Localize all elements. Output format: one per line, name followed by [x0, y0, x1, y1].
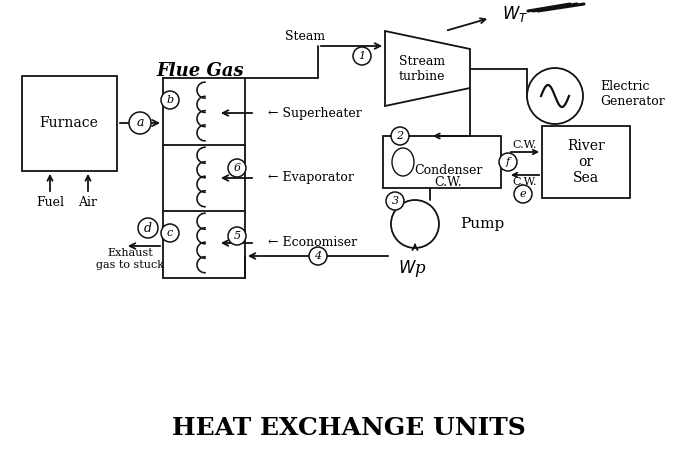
Circle shape [391, 200, 439, 248]
Text: Condenser: Condenser [414, 164, 482, 178]
Text: Steam: Steam [285, 29, 325, 42]
Text: a: a [136, 116, 144, 130]
Text: ← Evaporator: ← Evaporator [268, 171, 354, 185]
Text: 3: 3 [392, 196, 399, 206]
Text: C.W.: C.W. [513, 140, 537, 150]
Text: Exhaust
gas to stuck: Exhaust gas to stuck [96, 248, 164, 270]
Circle shape [386, 192, 404, 210]
Circle shape [161, 91, 179, 109]
Circle shape [499, 153, 517, 171]
Text: 1: 1 [359, 51, 366, 61]
Circle shape [527, 68, 583, 124]
Bar [542, 126, 630, 198]
Text: Furnace: Furnace [40, 116, 98, 130]
Bar [163, 78, 245, 278]
Polygon shape [385, 31, 470, 106]
Circle shape [129, 112, 151, 134]
Circle shape [138, 218, 158, 238]
Text: b: b [166, 95, 174, 105]
Text: Flue Gas: Flue Gas [156, 62, 244, 80]
Circle shape [228, 159, 246, 177]
Bar [22, 76, 117, 171]
Circle shape [309, 247, 327, 265]
Text: Fuel: Fuel [36, 197, 64, 210]
Text: $\mathit{W}$p: $\mathit{W}$p [398, 258, 426, 279]
Ellipse shape [392, 148, 414, 176]
Bar [383, 136, 501, 188]
Text: Electric
Generator: Electric Generator [600, 80, 664, 108]
Text: Stream
turbine: Stream turbine [399, 55, 445, 83]
Circle shape [514, 185, 532, 203]
Text: C.W.: C.W. [513, 177, 537, 187]
Circle shape [391, 127, 409, 145]
Text: 5: 5 [233, 231, 241, 241]
Text: 2: 2 [396, 131, 403, 141]
Circle shape [228, 227, 246, 245]
Text: 6: 6 [233, 163, 241, 173]
Text: e: e [520, 189, 526, 199]
Circle shape [353, 47, 371, 65]
Text: ← Superheater: ← Superheater [268, 107, 362, 119]
Text: Air: Air [78, 197, 98, 210]
Circle shape [161, 224, 179, 242]
Text: 4: 4 [314, 251, 322, 261]
Text: River
or
Sea: River or Sea [567, 139, 605, 185]
Text: c: c [167, 228, 173, 238]
Text: C.W.: C.W. [434, 177, 462, 190]
Text: ← Economiser: ← Economiser [268, 237, 357, 249]
Text: $\mathit{W}_T$: $\mathit{W}_T$ [502, 4, 528, 24]
Text: Pump: Pump [460, 217, 504, 231]
Text: d: d [144, 221, 152, 234]
Text: f: f [506, 157, 510, 167]
Text: HEAT EXCHANGE UNITS: HEAT EXCHANGE UNITS [172, 416, 526, 440]
